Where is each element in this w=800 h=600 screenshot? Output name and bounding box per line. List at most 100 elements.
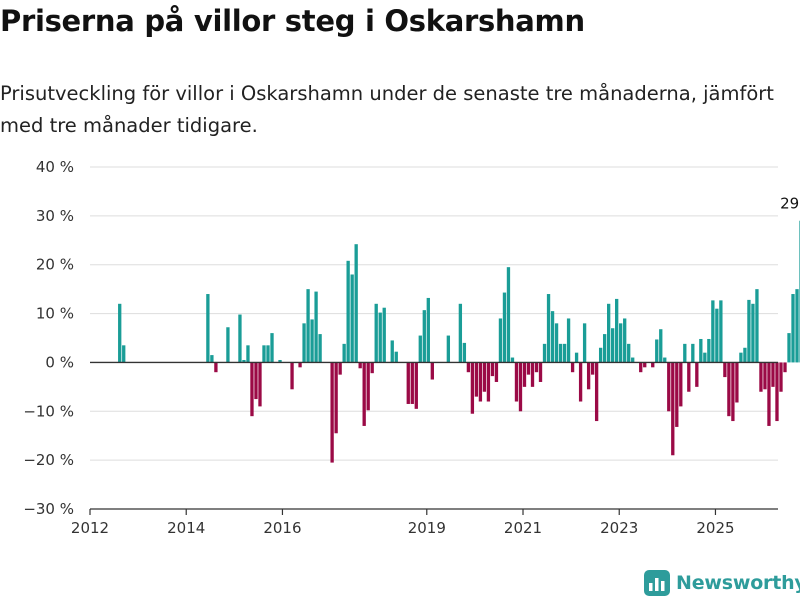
bar: [542, 343, 547, 363]
bar: [366, 362, 370, 411]
bar: [362, 362, 366, 426]
bar: [611, 328, 615, 363]
bar: [743, 347, 747, 363]
bar: [795, 289, 799, 363]
bar: [374, 303, 378, 363]
bar: [334, 362, 338, 434]
bar: [691, 343, 695, 363]
bar: [290, 362, 294, 390]
bar: [306, 289, 310, 363]
y-tick-label: 40 %: [36, 158, 74, 176]
brand-name: Newsworthy: [676, 572, 800, 594]
bar: [574, 352, 579, 363]
bar: [482, 362, 487, 392]
bar: [675, 362, 679, 427]
bar: [655, 339, 659, 363]
bar: [502, 292, 507, 363]
bar: [598, 347, 603, 363]
bar: [458, 303, 463, 363]
bar: [462, 342, 467, 363]
bar: [554, 323, 559, 363]
bar: [538, 362, 543, 382]
bar: [514, 362, 519, 402]
bar: [747, 299, 751, 363]
bar: [607, 303, 611, 363]
bar: [118, 303, 122, 363]
bar: [406, 362, 410, 404]
bar: [518, 362, 523, 412]
bar: [763, 362, 767, 390]
y-tick-label: 10 %: [36, 305, 74, 323]
bar: [562, 343, 567, 363]
bar: [314, 291, 318, 363]
bar: [226, 327, 230, 363]
bar: [550, 311, 555, 363]
chart-subtitle: Prisutveckling för villor i Oskarshamn u…: [0, 82, 774, 137]
bar: [494, 362, 499, 382]
bar: [687, 362, 691, 392]
bar: [667, 362, 671, 412]
bar: [422, 310, 426, 363]
bar: [671, 362, 675, 456]
bar: [594, 362, 599, 422]
bar: [342, 343, 346, 363]
axes: −30 % −20 % −10 % 0 % 10 % 20 % 30 % 40 % 2012 20…: [23, 158, 778, 537]
bar: [430, 362, 434, 380]
bar: [787, 333, 791, 363]
bar: [639, 362, 643, 373]
bar: [623, 318, 627, 363]
bar: [779, 362, 783, 392]
newsworthy-logo[interactable]: Newsworthy: [644, 570, 800, 596]
bar: [414, 362, 418, 409]
bar: [378, 312, 382, 363]
bar: [631, 357, 635, 363]
bar: [250, 362, 254, 417]
y-tick-label: 0 %: [45, 353, 74, 371]
bar: [390, 340, 394, 363]
y-tick-label: 30 %: [36, 207, 74, 225]
bar: [310, 319, 314, 363]
x-tick-label: 2023: [600, 519, 638, 537]
bar: [394, 351, 398, 363]
bar: [470, 362, 475, 414]
bar: [755, 289, 759, 363]
bar: [242, 359, 246, 363]
bar: [506, 267, 511, 363]
bar: [490, 362, 495, 377]
bar: [582, 323, 587, 363]
x-tick-label: 2016: [263, 519, 301, 537]
bar: [643, 362, 647, 368]
x-tick-label: 2019: [408, 519, 446, 537]
y-tick-label: −30 %: [23, 500, 74, 518]
bar: [534, 362, 539, 373]
bar: [298, 362, 302, 368]
bar: [350, 274, 354, 363]
bar: [318, 334, 322, 363]
bar: [246, 345, 250, 363]
bar: [526, 362, 531, 375]
bar: [278, 359, 282, 363]
x-tick-label: 2012: [71, 519, 109, 537]
bar: [767, 362, 771, 426]
y-tick-label: 20 %: [36, 256, 74, 274]
bar: [426, 297, 430, 363]
bar: [586, 362, 591, 390]
bar: [330, 362, 334, 463]
bar: [775, 362, 779, 422]
bar: [498, 318, 503, 363]
bar: [719, 300, 723, 363]
bar: [759, 362, 763, 392]
bar: [522, 362, 527, 387]
bar: [206, 294, 210, 363]
bar: [338, 362, 342, 375]
bar: [466, 362, 471, 373]
bar: [418, 335, 422, 363]
bar: [530, 362, 535, 387]
bar: [410, 362, 414, 404]
bar: [723, 362, 727, 378]
bar: [791, 294, 795, 363]
bar: [354, 244, 358, 363]
bar: [739, 352, 743, 363]
newsworthy-logo-icon: [644, 570, 670, 596]
